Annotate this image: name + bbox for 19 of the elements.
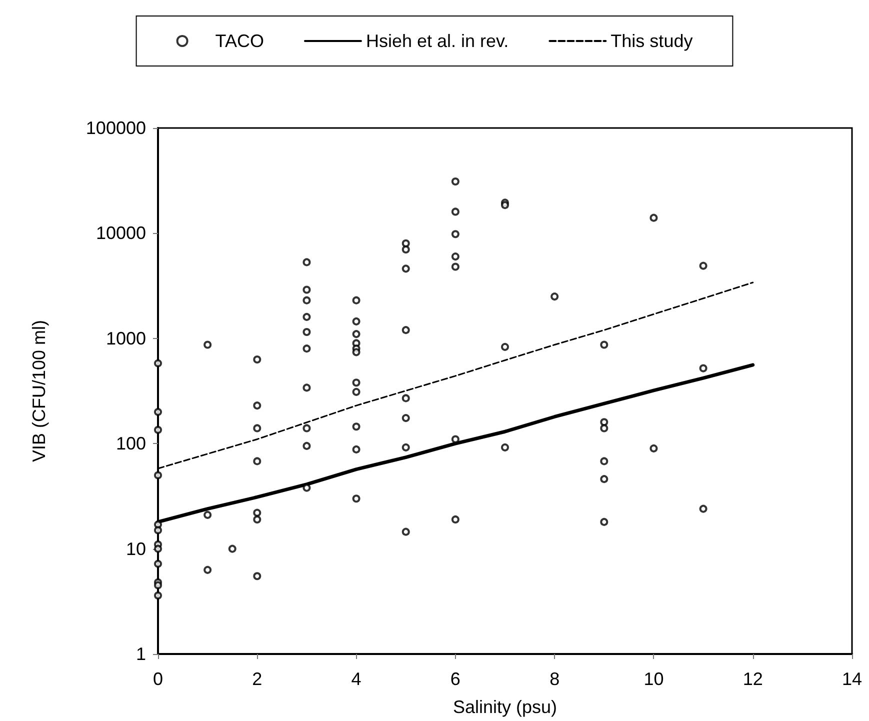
x-axis-title: Salinity (psu) [452, 697, 558, 717]
legend-label: Hsieh et al. in rev. [366, 31, 509, 51]
x-tick-label: 6 [450, 669, 460, 689]
legend-label: TACO [215, 31, 264, 51]
x-tick-label: 0 [152, 669, 164, 689]
x-tick-label: 4 [351, 669, 362, 689]
y-tick-label: 100 [116, 434, 146, 454]
x-tick-label: 12 [742, 669, 763, 689]
x-tick-label: 14 [842, 669, 862, 689]
y-tick-label: 1000 [106, 328, 146, 348]
y-tick-label: 100000 [86, 118, 146, 138]
legend-label: This study [610, 31, 693, 51]
x-tick-label: 10 [644, 669, 664, 689]
x-tick-label: 2 [252, 669, 262, 689]
y-tick-label: 10 [126, 538, 146, 559]
x-tick-label: 8 [550, 669, 560, 689]
y-axis-title: VIB (CFU/100 ml) [29, 320, 49, 462]
y-tick-label: 1 [136, 644, 146, 664]
y-tick-label: 10000 [96, 223, 146, 244]
